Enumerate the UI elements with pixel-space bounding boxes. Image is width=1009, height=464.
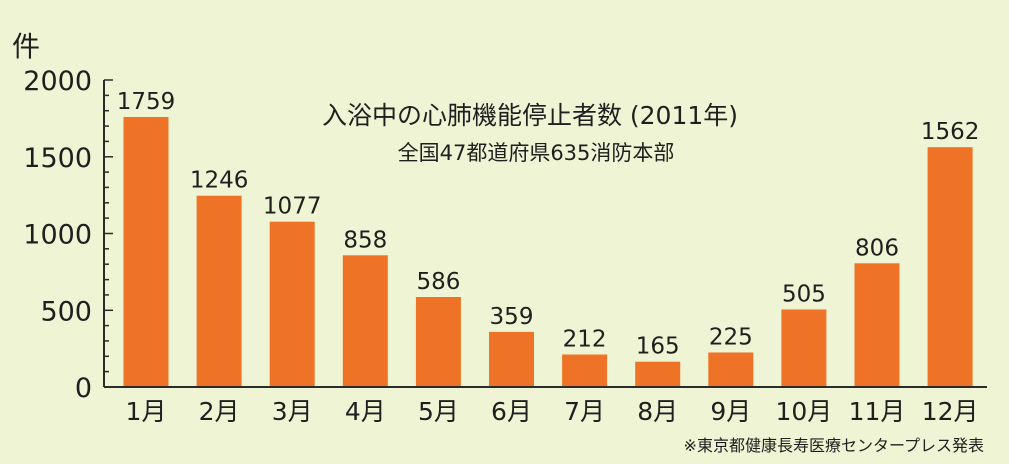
- bar-value-label: 212: [563, 327, 607, 353]
- x-tick-label: 3月: [272, 397, 313, 426]
- bar-value-label: 806: [855, 235, 899, 261]
- y-tick-label: 2000: [23, 66, 92, 97]
- x-tick-label: 4月: [345, 397, 386, 426]
- y-tick-label: 0: [75, 373, 92, 404]
- y-tick-label: 1500: [23, 143, 92, 174]
- bar-value-label: 1759: [117, 89, 176, 115]
- bar-3: [269, 221, 315, 387]
- y-axis-unit-label: 件: [12, 30, 40, 63]
- x-tick-label: 2月: [199, 397, 240, 426]
- bar-6: [489, 331, 534, 387]
- x-tick-label: 7月: [564, 397, 605, 426]
- chart-subtitle: 全国47都道府県635消防本部: [398, 141, 675, 165]
- x-tick-label: 11月: [849, 397, 906, 426]
- x-tick-label: 9月: [710, 397, 751, 426]
- x-tick-label: 10月: [775, 397, 832, 426]
- x-tick-label: 8月: [637, 397, 678, 426]
- chart-title: 入浴中の心肺機能停止者数 (2011年): [322, 101, 738, 130]
- x-tick-label: 12月: [922, 397, 979, 426]
- x-tick-label: 5月: [418, 397, 459, 426]
- bar-5: [415, 297, 461, 387]
- y-axis: 0 500 1000 1500 2000: [23, 66, 113, 404]
- bar-value-label: 505: [782, 282, 826, 308]
- bar-4: [342, 255, 388, 387]
- bar-10: [781, 309, 827, 387]
- bar-9: [708, 352, 754, 387]
- bar-value-label: 1077: [263, 194, 322, 220]
- bar-value-label: 586: [416, 269, 460, 295]
- bar-value-label: 1562: [921, 119, 980, 145]
- y-tick-label: 500: [40, 296, 92, 327]
- bar-value-label: 1246: [190, 168, 249, 194]
- bar-value-label: 858: [343, 227, 387, 253]
- x-tick-label: 1月: [126, 397, 167, 426]
- bar-7: [562, 354, 608, 387]
- source-note: ※東京都健康長寿医療センタープレス発表: [684, 436, 984, 455]
- y-tick-label: 1000: [23, 220, 92, 251]
- bar-12: [927, 147, 973, 387]
- bar-value-label: 225: [709, 325, 753, 351]
- bar-11: [854, 263, 900, 387]
- bar-1: [123, 117, 169, 387]
- bar-2: [196, 195, 242, 387]
- bar-value-label: 165: [636, 334, 680, 360]
- value-labels-group: 1759 1246 1077 858 586 359 212 165 225 505 806 1562: [117, 89, 980, 360]
- bar-8: [635, 361, 681, 387]
- bar-value-label: 359: [490, 304, 534, 330]
- bars-group: [123, 117, 973, 387]
- x-axis: 1月 2月 3月 4月 5月 6月 7月 8月 9月 10月 11月 12月: [104, 386, 987, 426]
- x-tick-label: 6月: [491, 397, 532, 426]
